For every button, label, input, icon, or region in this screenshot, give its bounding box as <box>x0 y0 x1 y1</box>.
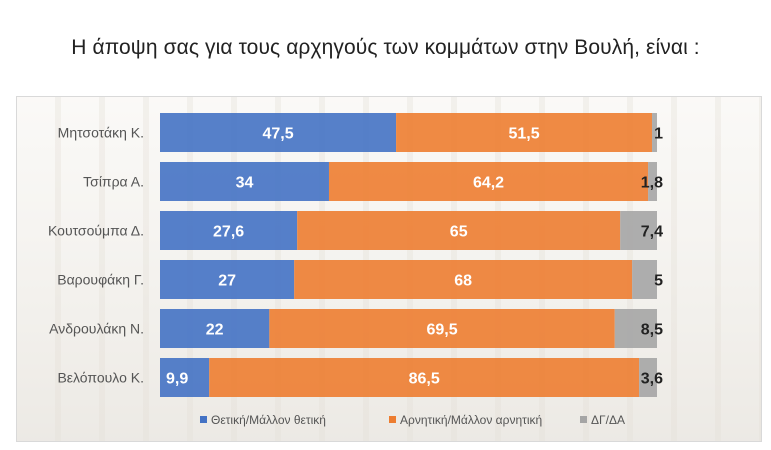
chart-title: Η άποψη σας για τους αρχηγούς των κομμάτ… <box>71 36 700 59</box>
bar-segment <box>297 211 621 250</box>
bar-segment <box>328 162 649 201</box>
data-label: 27 <box>218 273 236 290</box>
legend-swatch <box>200 416 207 423</box>
bar-segment <box>632 260 657 299</box>
data-label: 5 <box>654 273 663 290</box>
bar-segment <box>648 162 657 201</box>
category-label: Τσίπρα Α. <box>83 174 144 190</box>
category-label: Ανδρουλάκη Ν. <box>49 321 144 337</box>
bar-segment <box>160 358 210 397</box>
data-label: 1 <box>654 126 663 143</box>
legend-label: ΔΓ/ΔΑ <box>591 413 625 427</box>
data-label: 51,5 <box>508 126 539 143</box>
data-label: 22 <box>206 322 224 339</box>
data-label: 8,5 <box>641 322 663 339</box>
data-label: 3,6 <box>641 371 663 388</box>
legend-swatch <box>580 416 587 423</box>
category-label: Βαρουφάκη Γ. <box>57 272 144 288</box>
bar-segment <box>160 211 298 250</box>
category-label: Μητσοτάκη Κ. <box>58 125 144 141</box>
bar-segment <box>294 260 633 299</box>
chart-area: Μητσοτάκη Κ. 47,5 51,5 1 Τσίπρα Α. 34 64,2 1,8 Κ… <box>16 96 762 442</box>
bar-segment <box>652 113 657 152</box>
data-label: 27,6 <box>213 224 244 241</box>
data-label: 47,5 <box>262 126 293 143</box>
bar-segment <box>209 358 640 397</box>
bar-segment <box>620 211 657 250</box>
bar-segment <box>160 309 270 348</box>
bar-segment <box>614 309 657 348</box>
bar-segment <box>639 358 657 397</box>
data-label: 7,4 <box>641 224 663 241</box>
bar-segment <box>269 309 615 348</box>
bar-segment <box>160 260 295 299</box>
legend-label: Θετική/Μάλλον θετική <box>211 413 326 427</box>
stacked-bar-chart: Μητσοτάκη Κ. 47,5 51,5 1 Τσίπρα Α. 34 64,2 1,8 Κ… <box>48 113 663 427</box>
legend-swatch <box>389 416 396 423</box>
bar-segment <box>396 113 653 152</box>
data-label: 65 <box>450 224 468 241</box>
data-label: 9,9 <box>166 371 188 388</box>
category-label: Βελόπουλο Κ. <box>57 370 144 386</box>
data-label: 86,5 <box>409 371 440 388</box>
category-label: Κουτσούμπα Δ. <box>48 223 144 239</box>
data-label: 69,5 <box>426 322 457 339</box>
data-label: 1,8 <box>641 175 663 192</box>
bar-segment <box>160 162 329 201</box>
data-label: 34 <box>236 175 254 192</box>
legend-label: Αρνητική/Μάλλον αρνητική <box>400 413 542 427</box>
data-label: 64,2 <box>473 175 504 192</box>
bar-segment <box>160 113 397 152</box>
data-label: 68 <box>454 273 472 290</box>
